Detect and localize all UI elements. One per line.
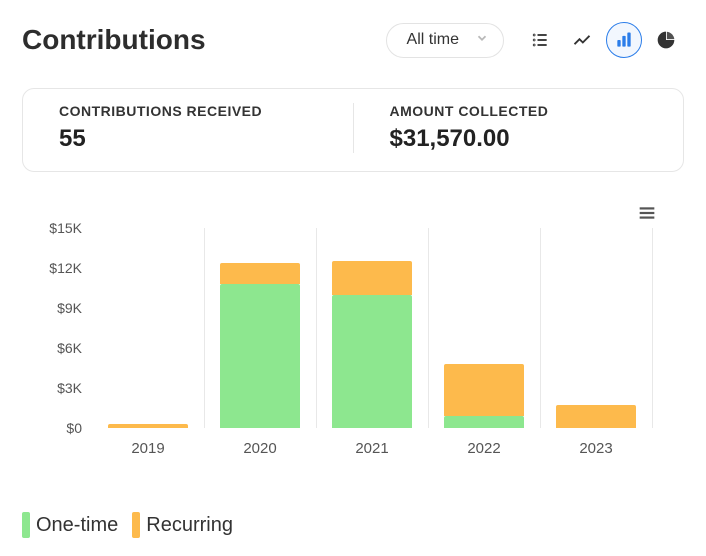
- x-axis-label: 2023: [579, 440, 612, 457]
- page-title: Contributions: [22, 24, 206, 56]
- stat-amount-collected: AMOUNT COLLECTED $31,570.00: [353, 103, 684, 153]
- list-view-button[interactable]: [522, 22, 558, 58]
- x-axis-label: 2022: [467, 440, 500, 457]
- legend-item-one-time: One-time: [22, 512, 118, 538]
- stat-label: CONTRIBUTIONS RECEIVED: [59, 103, 317, 119]
- x-axis-label: 2020: [243, 440, 276, 457]
- list-icon: [530, 30, 550, 50]
- y-axis-label: $9K: [22, 300, 82, 316]
- pie-chart-button[interactable]: [648, 22, 684, 58]
- time-range-selected: All time: [407, 31, 459, 49]
- bar-segment: [444, 364, 524, 416]
- bar-chart-button[interactable]: [606, 22, 642, 58]
- y-axis-label: $0: [22, 420, 82, 436]
- legend-label: One-time: [36, 514, 118, 537]
- legend-label: Recurring: [146, 514, 233, 537]
- chart-gridline: [540, 228, 541, 428]
- line-chart-button[interactable]: [564, 22, 600, 58]
- header-controls: All time: [386, 22, 684, 58]
- bar-segment: [108, 424, 188, 428]
- time-range-dropdown[interactable]: All time: [386, 23, 504, 58]
- chart-menu-button[interactable]: [636, 202, 658, 229]
- chart-gridline: [204, 228, 205, 428]
- bar-segment: [220, 263, 300, 284]
- legend-swatch: [22, 512, 30, 538]
- x-axis-label: 2021: [355, 440, 388, 457]
- chevron-down-icon: [475, 31, 489, 50]
- stat-contributions-received: CONTRIBUTIONS RECEIVED 55: [23, 103, 353, 153]
- bar-segment: [332, 295, 412, 428]
- legend-swatch: [132, 512, 140, 538]
- y-axis-label: $12K: [22, 260, 82, 276]
- y-axis-label: $15K: [22, 220, 82, 236]
- stat-label: AMOUNT COLLECTED: [390, 103, 648, 119]
- bar-chart-icon: [614, 30, 634, 50]
- x-axis-label: 2019: [131, 440, 164, 457]
- bar-segment: [556, 405, 636, 428]
- y-axis-label: $3K: [22, 380, 82, 396]
- hamburger-icon: [636, 202, 658, 224]
- view-mode-group: [522, 22, 684, 58]
- chart-legend: One-time Recurring: [22, 512, 684, 538]
- line-chart-icon: [572, 30, 592, 50]
- stat-value: 55: [59, 125, 317, 153]
- stat-value: $31,570.00: [390, 125, 648, 153]
- chart-gridline: [428, 228, 429, 428]
- y-axis-label: $6K: [22, 340, 82, 356]
- pie-chart-icon: [656, 30, 676, 50]
- chart-gridline: [316, 228, 317, 428]
- bar-segment: [220, 284, 300, 428]
- chart-gridline: [652, 228, 653, 428]
- legend-item-recurring: Recurring: [132, 512, 233, 538]
- bar-segment: [444, 416, 524, 428]
- bar-segment: [332, 261, 412, 294]
- header-row: Contributions All time: [22, 22, 684, 58]
- chart-plot-area: [92, 228, 652, 428]
- contributions-chart: $0 $3K $6K $9K $12K $15K 2019 2020 2021 2022 2023: [22, 202, 682, 502]
- stats-card: CONTRIBUTIONS RECEIVED 55 AMOUNT COLLECT…: [22, 88, 684, 172]
